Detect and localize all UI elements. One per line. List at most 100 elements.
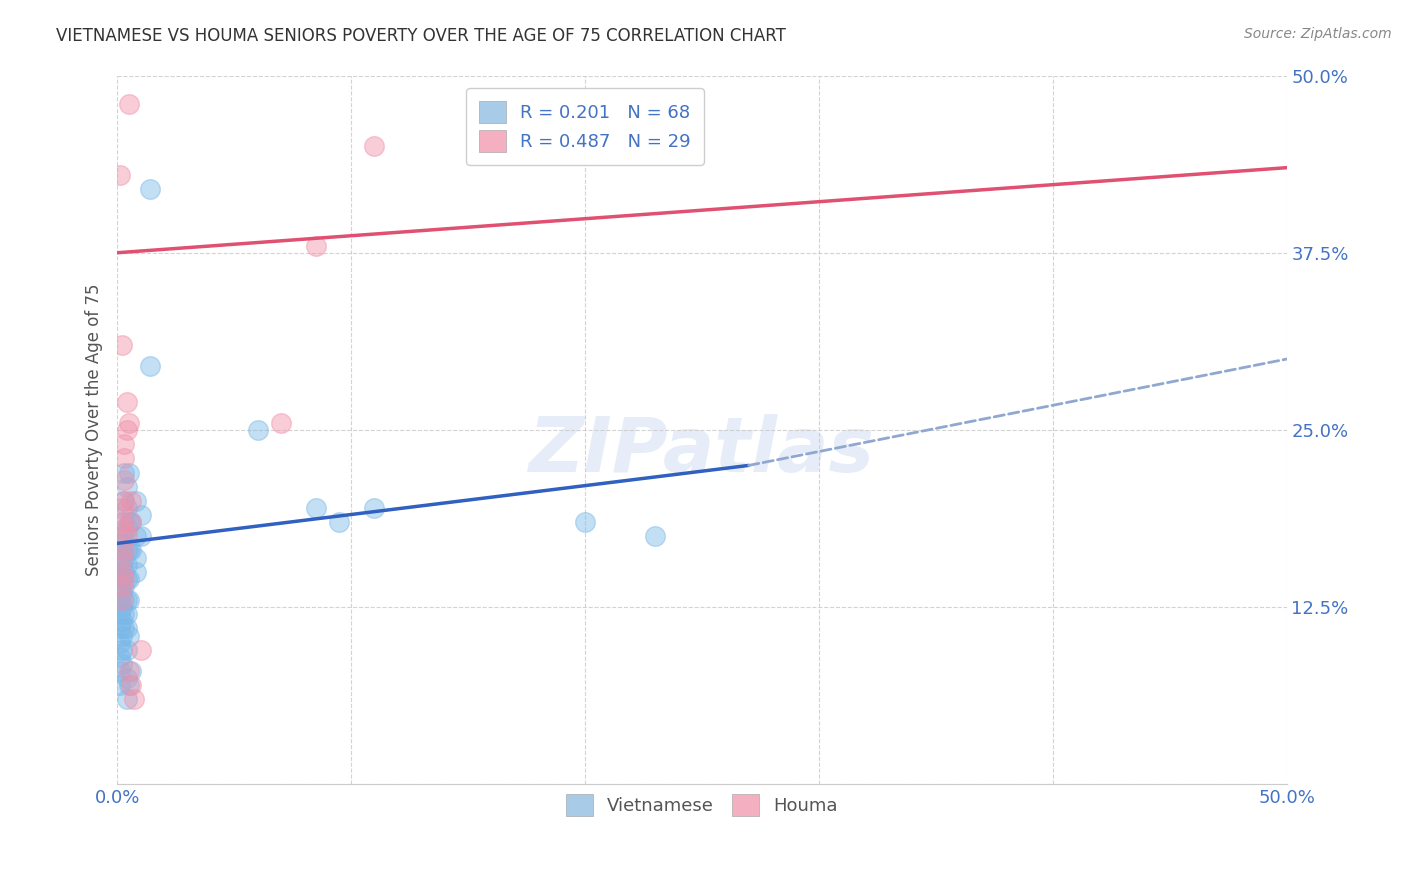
Point — [108, 579, 131, 593]
Point — [115, 622, 138, 636]
Point — [112, 622, 135, 636]
Point — [115, 394, 138, 409]
Point — [115, 529, 138, 543]
Y-axis label: Seniors Poverty Over the Age of 75: Seniors Poverty Over the Age of 75 — [86, 284, 103, 576]
Point — [111, 500, 134, 515]
Point — [118, 572, 141, 586]
Point — [112, 515, 135, 529]
Point — [111, 558, 134, 572]
Point — [118, 515, 141, 529]
Point — [111, 338, 134, 352]
Point — [118, 593, 141, 607]
Point — [122, 692, 145, 706]
Point — [112, 522, 135, 536]
Point — [328, 515, 350, 529]
Point — [108, 678, 131, 692]
Point — [363, 139, 385, 153]
Point — [112, 593, 135, 607]
Point — [118, 629, 141, 643]
Point — [118, 664, 141, 678]
Legend: Vietnamese, Houma: Vietnamese, Houma — [557, 785, 848, 825]
Point — [118, 543, 141, 558]
Point — [115, 593, 138, 607]
Point — [118, 416, 141, 430]
Point — [270, 416, 292, 430]
Point — [118, 466, 141, 480]
Point — [111, 515, 134, 529]
Point — [129, 529, 152, 543]
Point — [118, 678, 141, 692]
Point — [115, 500, 138, 515]
Point — [111, 642, 134, 657]
Point — [108, 622, 131, 636]
Point — [111, 572, 134, 586]
Point — [108, 649, 131, 664]
Text: ZIPatlas: ZIPatlas — [529, 414, 875, 488]
Point — [363, 500, 385, 515]
Point — [108, 572, 131, 586]
Point — [112, 437, 135, 451]
Text: Source: ZipAtlas.com: Source: ZipAtlas.com — [1244, 27, 1392, 41]
Point — [111, 586, 134, 600]
Point — [120, 678, 142, 692]
Point — [246, 423, 269, 437]
Text: VIETNAMESE VS HOUMA SENIORS POVERTY OVER THE AGE OF 75 CORRELATION CHART: VIETNAMESE VS HOUMA SENIORS POVERTY OVER… — [56, 27, 786, 45]
Point — [115, 522, 138, 536]
Point — [112, 607, 135, 622]
Point — [115, 480, 138, 494]
Point — [120, 515, 142, 529]
Point — [111, 565, 134, 579]
Point — [108, 168, 131, 182]
Point — [115, 692, 138, 706]
Point — [115, 543, 138, 558]
Point — [112, 536, 135, 550]
Point — [139, 182, 162, 196]
Point — [118, 96, 141, 111]
Point — [108, 536, 131, 550]
Point — [112, 466, 135, 480]
Point — [108, 565, 131, 579]
Point — [115, 642, 138, 657]
Point — [115, 671, 138, 685]
Point — [111, 600, 134, 615]
Point — [111, 629, 134, 643]
Point — [108, 550, 131, 565]
Point — [120, 543, 142, 558]
Point — [111, 657, 134, 671]
Point — [112, 494, 135, 508]
Point — [115, 572, 138, 586]
Point — [108, 593, 131, 607]
Point — [112, 473, 135, 487]
Point — [129, 508, 152, 522]
Point — [111, 593, 134, 607]
Point — [112, 494, 135, 508]
Point — [125, 529, 148, 543]
Point — [129, 642, 152, 657]
Point — [111, 543, 134, 558]
Point — [115, 607, 138, 622]
Point — [125, 550, 148, 565]
Point — [112, 543, 135, 558]
Point — [112, 451, 135, 466]
Point — [111, 529, 134, 543]
Point — [112, 550, 135, 565]
Point — [305, 500, 328, 515]
Point — [115, 558, 138, 572]
Point — [111, 550, 134, 565]
Point — [112, 565, 135, 579]
Point — [112, 572, 135, 586]
Point — [115, 423, 138, 437]
Point — [108, 607, 131, 622]
Point — [125, 565, 148, 579]
Point — [108, 664, 131, 678]
Point — [120, 494, 142, 508]
Point — [644, 529, 666, 543]
Point — [111, 615, 134, 629]
Point — [125, 494, 148, 508]
Point — [305, 238, 328, 252]
Point — [120, 515, 142, 529]
Point — [139, 359, 162, 374]
Point — [111, 579, 134, 593]
Point — [574, 515, 596, 529]
Point — [108, 635, 131, 649]
